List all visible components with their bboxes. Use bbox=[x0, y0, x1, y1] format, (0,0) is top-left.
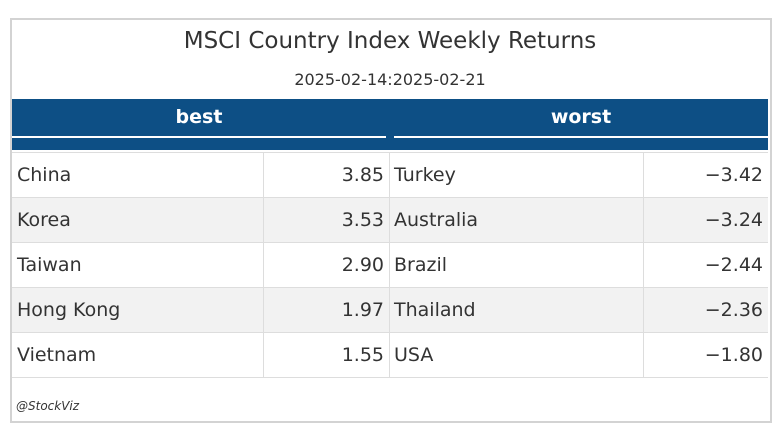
value-cell: 3.53 bbox=[263, 197, 389, 242]
country-cell: Turkey bbox=[389, 152, 643, 197]
column-rule bbox=[643, 152, 644, 377]
row-rule bbox=[12, 377, 768, 378]
group-rule bbox=[394, 136, 768, 138]
column-rule bbox=[263, 152, 264, 377]
country-cell: USA bbox=[389, 332, 643, 377]
value-cell: −2.36 bbox=[643, 287, 768, 332]
country-cell: Hong Kong bbox=[12, 287, 263, 332]
group-label: worst bbox=[550, 106, 612, 128]
value-cell: −2.44 bbox=[643, 242, 768, 287]
value-cell: 2.90 bbox=[263, 242, 389, 287]
value-cell: 1.97 bbox=[263, 287, 389, 332]
column-rule bbox=[389, 152, 390, 377]
country-cell: Vietnam bbox=[12, 332, 263, 377]
country-cell: Brazil bbox=[389, 242, 643, 287]
country-cell: Australia bbox=[389, 197, 643, 242]
header-bar bbox=[12, 99, 768, 150]
group-label: best bbox=[175, 106, 223, 128]
value-cell: 1.55 bbox=[263, 332, 389, 377]
table-frame bbox=[10, 18, 772, 423]
value-cell: 3.85 bbox=[263, 152, 389, 197]
country-cell: China bbox=[12, 152, 263, 197]
table-subtitle: 2025-02-14:2025-02-21 bbox=[294, 70, 486, 89]
value-cell: −3.24 bbox=[643, 197, 768, 242]
value-cell: −1.80 bbox=[643, 332, 768, 377]
country-cell: Thailand bbox=[389, 287, 643, 332]
table-title: MSCI Country Index Weekly Returns bbox=[183, 28, 597, 54]
source-note: @StockViz bbox=[16, 399, 80, 413]
country-cell: Korea bbox=[12, 197, 263, 242]
country-cell: Taiwan bbox=[12, 242, 263, 287]
group-rule bbox=[12, 136, 386, 138]
value-cell: −3.42 bbox=[643, 152, 768, 197]
